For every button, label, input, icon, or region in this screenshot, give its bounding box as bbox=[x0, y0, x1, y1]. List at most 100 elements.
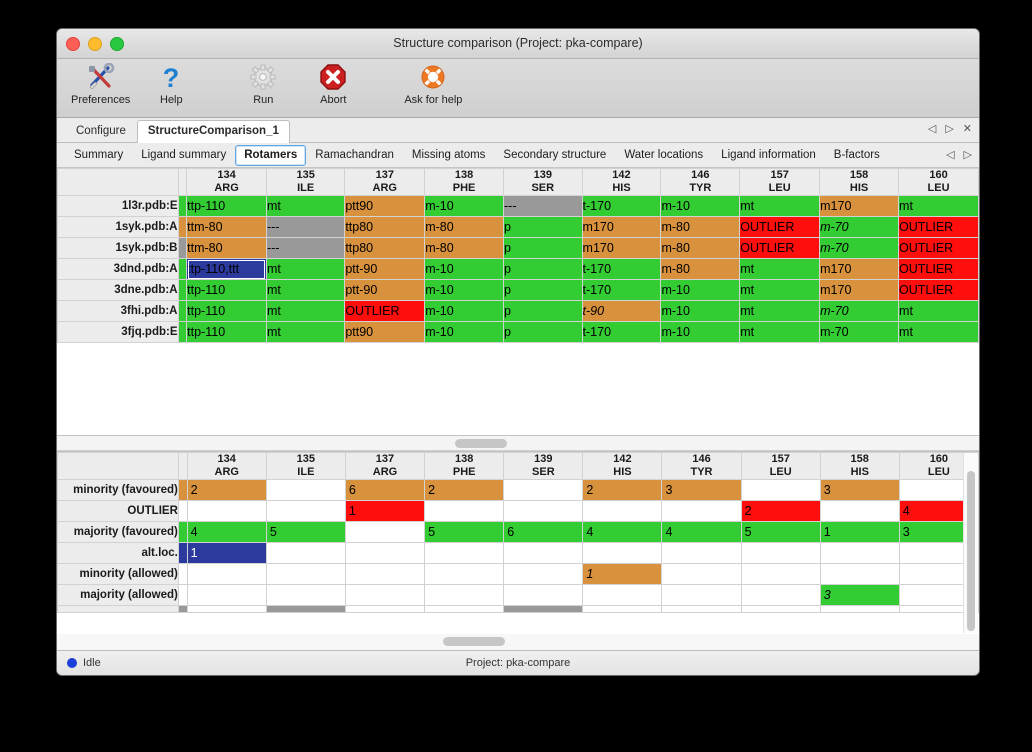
summary-cell[interactable] bbox=[344, 584, 426, 606]
rotamer-cell[interactable]: mt bbox=[739, 300, 821, 322]
column-header-138[interactable]: 138 PHE bbox=[424, 452, 505, 480]
summary-cell[interactable]: 3 bbox=[819, 479, 900, 501]
summary-cell[interactable] bbox=[819, 542, 900, 564]
rotamer-cell[interactable]: m-10 bbox=[424, 195, 504, 217]
tab-b-factors[interactable]: B-factors bbox=[833, 148, 880, 161]
summary-cell[interactable] bbox=[424, 605, 505, 613]
rotamer-cell[interactable]: OUTLIER bbox=[898, 216, 979, 238]
summary-cell[interactable] bbox=[661, 563, 742, 585]
summary-cell[interactable] bbox=[265, 542, 346, 564]
table-row[interactable]: 1syk.pdb:A ttm-80 --- ttp80 m-80 p m170 m-80 OUT… bbox=[57, 216, 979, 238]
summary-cell[interactable] bbox=[265, 563, 346, 585]
summary-cell[interactable] bbox=[265, 479, 346, 501]
column-header-135[interactable]: 135 ILE bbox=[265, 168, 346, 196]
summary-cell[interactable] bbox=[344, 521, 426, 543]
table-row[interactable]: 3dne.pdb:A ttp-110 mt ptt-90 m-10 p t-170 m-10 m… bbox=[57, 279, 979, 301]
row-header-structure[interactable]: 3fhi.pdb:A bbox=[57, 300, 179, 322]
rotamer-cell[interactable]: m-10 bbox=[660, 300, 741, 322]
tab-close-icon[interactable]: ✕ bbox=[962, 123, 972, 135]
rotamer-cell[interactable]: --- bbox=[503, 195, 583, 217]
rotamer-cell[interactable]: p bbox=[503, 216, 583, 238]
tab-rotamers[interactable]: Rotamers bbox=[235, 144, 307, 166]
tab-ramachandran[interactable]: Ramachandran bbox=[315, 148, 394, 161]
rotamer-cell[interactable]: OUTLIER bbox=[344, 300, 426, 322]
row-header-structure[interactable]: 3dnd.pdb:A bbox=[57, 258, 179, 280]
rotamer-cell[interactable]: m-80 bbox=[424, 237, 504, 259]
rotamer-cell[interactable]: m170 bbox=[819, 195, 900, 217]
inner-tab-next-icon[interactable]: ▷ bbox=[963, 149, 972, 161]
rotamer-cell[interactable]: ttm-80 bbox=[186, 216, 267, 238]
summary-cell[interactable] bbox=[503, 479, 584, 501]
table-row[interactable]: alt.loc. 1 bbox=[57, 542, 979, 564]
table-row[interactable]: 1syk.pdb:B ttm-80 --- ttp80 m-80 p m170 m-80 OUT… bbox=[57, 237, 979, 259]
summary-cell[interactable]: 6 bbox=[503, 521, 584, 543]
rotamer-cell[interactable]: p bbox=[503, 279, 583, 301]
rotamer-cell[interactable]: ptt-90 bbox=[344, 279, 426, 301]
column-header-157[interactable]: 157 LEU bbox=[739, 168, 821, 196]
row-header-category[interactable]: OUTLIER bbox=[57, 500, 179, 522]
rotamer-cell[interactable]: p bbox=[503, 237, 583, 259]
summary-cell[interactable] bbox=[582, 500, 663, 522]
row-header-structure[interactable]: 1syk.pdb:A bbox=[57, 216, 179, 238]
help-button[interactable]: ? Help bbox=[136, 59, 206, 106]
summary-cell[interactable] bbox=[503, 605, 584, 613]
summary-cell[interactable]: 5 bbox=[265, 521, 346, 543]
scrollbar-thumb[interactable] bbox=[967, 471, 975, 631]
rotamer-cell[interactable]: m-10 bbox=[424, 258, 504, 280]
summary-cell[interactable] bbox=[424, 500, 505, 522]
row-header-category[interactable] bbox=[57, 605, 179, 613]
summary-cell[interactable] bbox=[661, 605, 742, 613]
rotamer-cell[interactable]: m-70 bbox=[819, 237, 900, 259]
column-header-137[interactable]: 137 ARG bbox=[344, 168, 426, 196]
summary-cell[interactable] bbox=[740, 584, 821, 606]
close-button[interactable] bbox=[66, 37, 80, 51]
summary-vertical-scrollbar[interactable] bbox=[963, 453, 978, 633]
summary-cell[interactable]: 4 bbox=[898, 500, 979, 522]
row-header-category[interactable]: majority (allowed) bbox=[57, 584, 179, 606]
tab-ligand-summary[interactable]: Ligand summary bbox=[141, 148, 227, 161]
rotamer-cell[interactable]: t-90 bbox=[581, 300, 662, 322]
summary-cell[interactable] bbox=[503, 542, 584, 564]
rotamer-cell[interactable]: ptt90 bbox=[344, 195, 426, 217]
ask-for-help-button[interactable]: Ask for help bbox=[398, 59, 468, 106]
summary-cell[interactable] bbox=[740, 563, 821, 585]
rotamer-cell[interactable]: ttp-110 bbox=[186, 321, 267, 343]
summary-cell[interactable] bbox=[661, 542, 742, 564]
rotamer-cell[interactable]: OUTLIER bbox=[739, 237, 821, 259]
rotamer-cell[interactable]: t-170 bbox=[581, 258, 662, 280]
table-row[interactable]: majority (favoured) 4 5 5 6 4 4 5 1 3 bbox=[57, 521, 979, 543]
rotamer-cell[interactable]: m-10 bbox=[660, 321, 741, 343]
summary-cell[interactable] bbox=[819, 563, 900, 585]
column-header-142[interactable]: 142 HIS bbox=[582, 452, 663, 480]
rotamer-cell[interactable]: p bbox=[503, 258, 583, 280]
rotamer-cell[interactable]: m-10 bbox=[424, 279, 504, 301]
summary-cell[interactable]: 2 bbox=[424, 479, 505, 501]
table-row[interactable]: 3fhi.pdb:A ttp-110 mt OUTLIER m-10 p t-90 m-10 m… bbox=[57, 300, 979, 322]
rotamer-cell[interactable]: mt bbox=[265, 258, 346, 280]
scrollbar-thumb[interactable] bbox=[443, 637, 505, 646]
summary-cell[interactable] bbox=[424, 542, 505, 564]
rotamer-cell[interactable]: OUTLIER bbox=[898, 237, 979, 259]
rotamer-cell[interactable]: p bbox=[503, 321, 583, 343]
inner-tab-prev-icon[interactable]: ◁ bbox=[946, 149, 955, 161]
summary-cell[interactable] bbox=[503, 500, 584, 522]
preferences-button[interactable]: Preferences bbox=[65, 59, 136, 106]
rotamer-cell[interactable]: m170 bbox=[581, 237, 662, 259]
summary-cell[interactable] bbox=[344, 605, 426, 613]
summary-cell[interactable]: 3 bbox=[819, 584, 900, 606]
summary-cell[interactable] bbox=[186, 500, 267, 522]
summary-cell[interactable] bbox=[898, 479, 979, 501]
summary-cell[interactable]: 4 bbox=[582, 521, 663, 543]
tab-next-icon[interactable]: ▷ bbox=[945, 123, 954, 135]
summary-cell[interactable] bbox=[582, 605, 663, 613]
run-button[interactable]: Run bbox=[228, 59, 298, 106]
abort-button[interactable]: Abort bbox=[298, 59, 368, 106]
rotamer-cell[interactable]: ttp-110 bbox=[186, 195, 267, 217]
summary-cell[interactable]: 1 bbox=[819, 521, 900, 543]
rotamer-cell[interactable]: m170 bbox=[581, 216, 662, 238]
rotamer-cell[interactable]: ttp-110 bbox=[186, 279, 267, 301]
rotamer-cell[interactable]: m170 bbox=[819, 258, 900, 280]
rotamer-cell[interactable]: mt bbox=[265, 300, 346, 322]
tab-secondary-structure[interactable]: Secondary structure bbox=[503, 148, 607, 161]
summary-cell[interactable]: 2 bbox=[186, 479, 267, 501]
